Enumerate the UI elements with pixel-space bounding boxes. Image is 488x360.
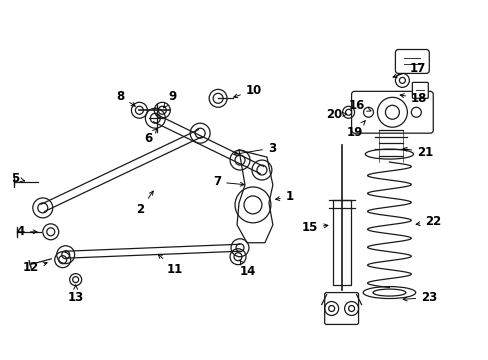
Text: 16: 16 — [347, 99, 370, 112]
Text: 13: 13 — [67, 285, 83, 304]
Text: 11: 11 — [158, 254, 183, 276]
Text: 14: 14 — [239, 260, 256, 278]
Text: 19: 19 — [346, 121, 365, 139]
Ellipse shape — [365, 149, 413, 159]
Circle shape — [399, 77, 405, 84]
Text: 23: 23 — [402, 291, 436, 304]
Circle shape — [395, 73, 408, 87]
Text: 4: 4 — [17, 225, 37, 238]
Text: 6: 6 — [144, 129, 157, 145]
Circle shape — [363, 107, 373, 117]
Text: 17: 17 — [392, 62, 425, 78]
FancyBboxPatch shape — [351, 91, 432, 133]
Text: 12: 12 — [22, 261, 47, 274]
Text: 9: 9 — [163, 90, 176, 108]
Text: 2: 2 — [136, 191, 153, 216]
FancyBboxPatch shape — [332, 200, 350, 285]
Text: 5: 5 — [11, 171, 24, 185]
Circle shape — [410, 107, 421, 117]
Ellipse shape — [363, 287, 415, 298]
FancyBboxPatch shape — [395, 50, 428, 73]
Text: 20: 20 — [326, 108, 346, 121]
Text: 10: 10 — [233, 84, 262, 98]
Text: 15: 15 — [301, 221, 327, 234]
Text: 3: 3 — [233, 141, 275, 156]
Text: 7: 7 — [213, 175, 244, 189]
Text: 22: 22 — [415, 215, 441, 228]
Ellipse shape — [372, 289, 405, 296]
FancyBboxPatch shape — [411, 82, 427, 98]
Text: 1: 1 — [275, 190, 293, 203]
Text: 18: 18 — [399, 92, 427, 105]
Text: 8: 8 — [116, 90, 135, 106]
FancyBboxPatch shape — [324, 293, 358, 324]
Text: 21: 21 — [402, 145, 432, 159]
